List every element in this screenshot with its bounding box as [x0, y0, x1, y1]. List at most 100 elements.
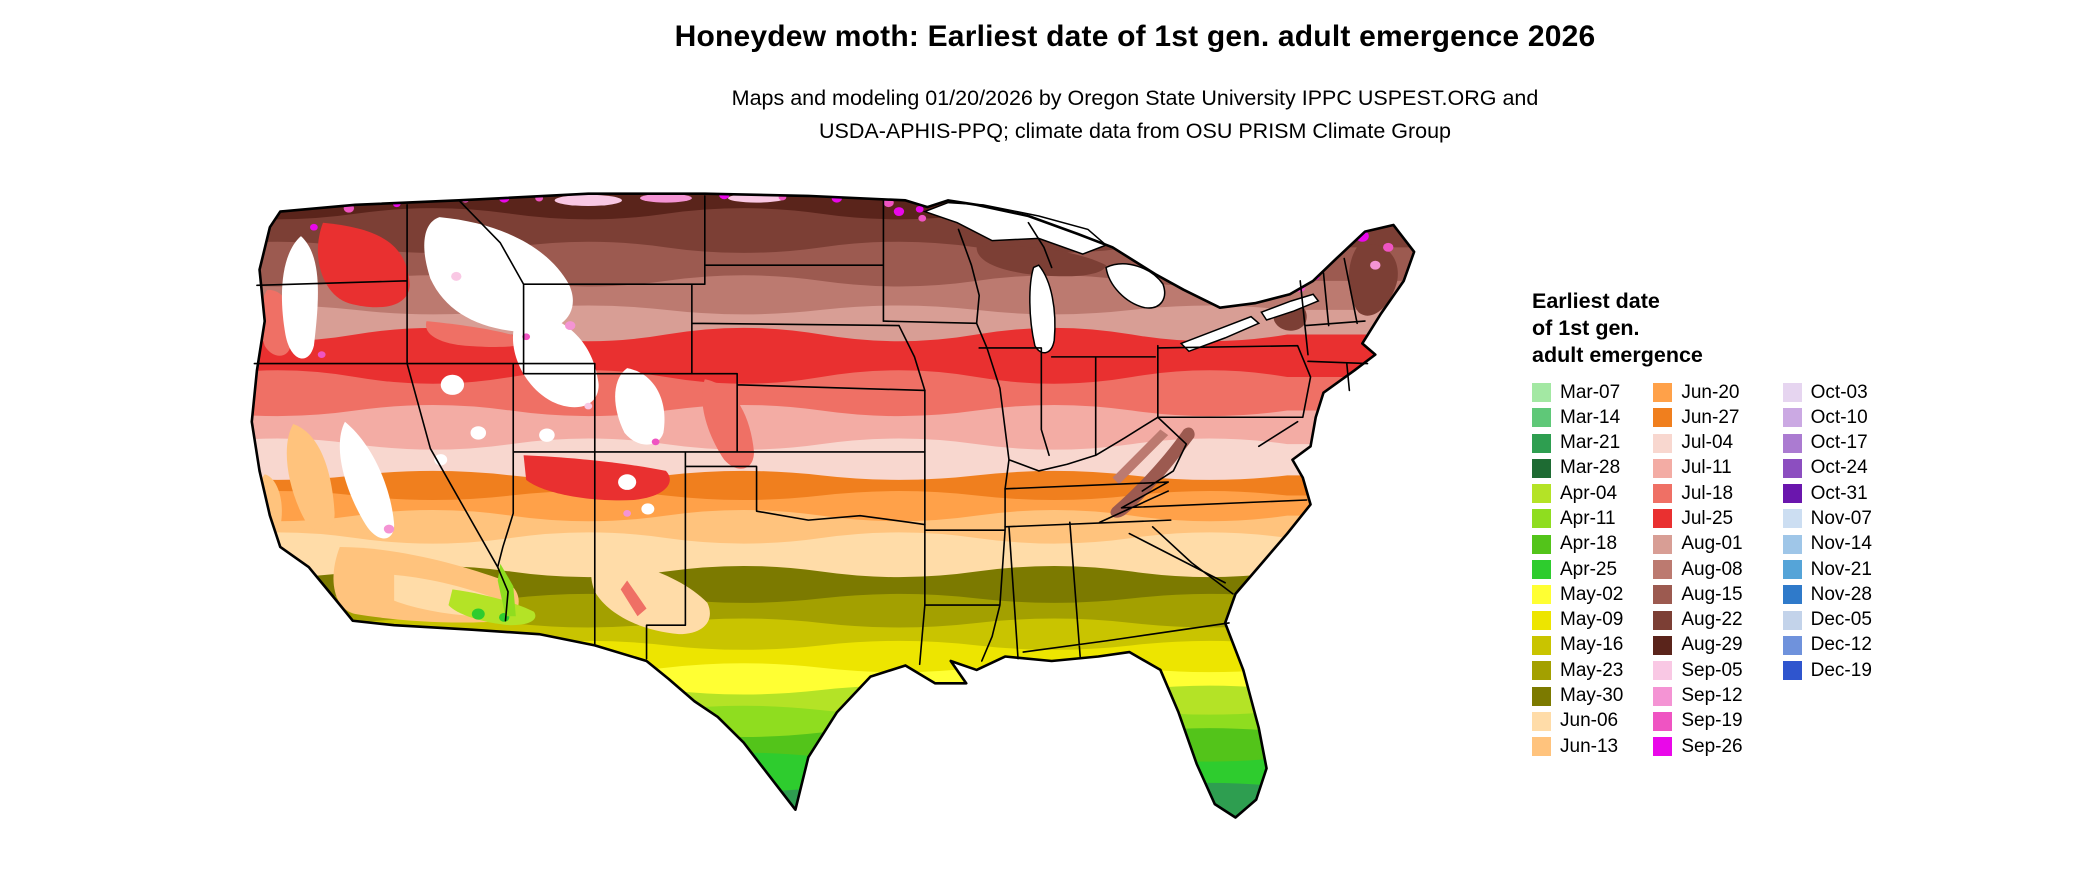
legend-entry: Sep-26: [1653, 736, 1743, 757]
appalachian-ridge-patch: [1110, 427, 1195, 518]
legend-entry: Nov-07: [1782, 508, 1872, 529]
us-outline: [252, 194, 1414, 818]
color-band: [251, 728, 1415, 818]
lake-huron: [1106, 264, 1165, 308]
legend-entry: May-23: [1532, 660, 1623, 681]
legend-entry-label: Dec-19: [1810, 659, 1872, 681]
davis-mtns-stripe: [620, 580, 647, 617]
legend-entry: Jun-20: [1653, 382, 1742, 403]
legend-swatch: [1532, 509, 1551, 529]
legend-entry-label: May-02: [1560, 583, 1624, 605]
legend-entry-label: Aug-15: [1681, 583, 1743, 605]
legend-entry-label: May-16: [1560, 634, 1624, 656]
legend-swatch: [1782, 408, 1802, 428]
legend-swatch: [1653, 484, 1673, 504]
legend-entry: Oct-03: [1782, 382, 1872, 403]
speckle: [623, 510, 632, 517]
legend-entry: Apr-11: [1532, 507, 1623, 529]
speckle: [918, 214, 927, 222]
sierra-white: [339, 421, 395, 539]
legend-swatch: [1532, 585, 1551, 605]
speckle: [383, 524, 395, 534]
legend-entry: May-09: [1532, 609, 1623, 630]
credits-line-2: USDA-APHIS-PPQ; climate data from OSU PR…: [818, 119, 1452, 143]
ut-white-spot: [539, 428, 555, 442]
legend-entry-label: Jun-27: [1681, 406, 1740, 428]
columbia-plateau-patch: [317, 222, 410, 308]
legend-title: Earliest date of 1st gen. adult emergenc…: [1532, 288, 2072, 369]
lake-erie: [1181, 317, 1259, 352]
legend-entry-label: Apr-04: [1560, 482, 1618, 504]
high-plains-red-patch: [702, 379, 754, 469]
legend-entry-label: Jun-13: [1560, 735, 1619, 757]
legend-entry: Sep-19: [1653, 710, 1743, 732]
legend-swatch: [1532, 433, 1551, 453]
az-green-spot: [471, 608, 485, 620]
legend-entry: Oct-17: [1782, 432, 1872, 454]
legend-entry: Aug-15: [1653, 583, 1743, 605]
legend-swatch: [1782, 383, 1802, 402]
cascades-white: [281, 236, 318, 359]
legend-swatch: [1532, 560, 1551, 580]
legend-swatch: [1782, 484, 1802, 504]
page-title: Honeydew moth: Earliest date of 1st gen.…: [674, 20, 1596, 53]
legend-entry: Jun-06: [1532, 710, 1623, 731]
legend-entry: Apr-04: [1532, 482, 1623, 504]
legend-entry: Dec-12: [1782, 634, 1872, 656]
legend-title-line: adult emergence: [1532, 343, 1703, 367]
color-band: [251, 752, 1415, 818]
legend-swatch: [1653, 711, 1673, 731]
snake-plain-patch: [425, 321, 527, 347]
credits-line-1: Maps and modeling 01/20/2026 by Oregon S…: [731, 86, 1539, 110]
nv-white-spot: [470, 426, 487, 440]
raster-layers: [251, 193, 1415, 818]
legend-entry-label: Jul-18: [1681, 482, 1734, 504]
west-texas-patch: [591, 558, 710, 635]
legend-title-line: Earliest date: [1532, 289, 1660, 313]
legend-swatch: [1653, 560, 1673, 580]
upper-peninsula-patch: [976, 246, 1107, 277]
speckle: [651, 438, 660, 446]
legend-entry-label: Nov-14: [1810, 533, 1872, 555]
legend-entry-label: Dec-05: [1810, 609, 1872, 631]
legend-entry-label: Oct-24: [1810, 457, 1868, 479]
legend-swatch: [1532, 686, 1551, 706]
color-band: [251, 809, 1415, 818]
legend-entry-label: May-30: [1560, 685, 1624, 707]
legend-swatch: [1532, 661, 1551, 681]
legend-entry-label: Nov-21: [1810, 558, 1872, 580]
legend-swatch: [1653, 737, 1673, 757]
legend-entry: Jul-04: [1653, 432, 1742, 454]
legend-column-1: Mar-07 Mar-14 Mar-21 Mar-28 Apr-04 Apr-11 Apr-…: [1532, 382, 1624, 762]
northern-rockies-white: [424, 217, 573, 333]
legend-entry-label: Aug-22: [1681, 609, 1743, 631]
legend-entry-label: Jul-25: [1681, 507, 1734, 529]
legend-swatch: [1532, 383, 1551, 402]
speckle: [915, 205, 924, 213]
legend-entry-label: Aug-29: [1681, 634, 1743, 656]
legend-swatch: [1653, 534, 1673, 554]
state-borders-west: [254, 196, 924, 659]
legend-swatch: [1782, 458, 1802, 478]
legend-columns: Mar-07 Mar-14 Mar-21 Mar-28 Apr-04 Apr-11 Apr-…: [1532, 382, 2072, 762]
legend-entry-label: Apr-18: [1560, 533, 1618, 555]
legend-entry-label: Oct-17: [1810, 432, 1868, 454]
legend-swatch: [1782, 635, 1802, 655]
legend-entry-label: Apr-11: [1560, 507, 1616, 529]
legend-swatch: [1782, 534, 1802, 554]
legend-entry: Aug-08: [1653, 559, 1743, 580]
legend-swatch: [1532, 458, 1551, 478]
legend-entry-label: Sep-12: [1681, 685, 1743, 707]
legend-entry-label: Jul-04: [1681, 432, 1734, 454]
legend-entry-label: Sep-19: [1681, 710, 1743, 732]
legend-swatch: [1653, 408, 1673, 428]
legend-swatch: [1532, 711, 1551, 731]
us-emergence-map: [200, 178, 1462, 860]
legend-swatch: [1653, 509, 1673, 529]
map-credits: Maps and modeling 01/20/2026 by Oregon S…: [170, 82, 2100, 148]
nv-white-spot: [440, 374, 465, 395]
legend-swatch: [1532, 610, 1551, 630]
legend-swatch: [1782, 610, 1802, 630]
legend-entry-label: Mar-14: [1560, 406, 1621, 428]
legend-entry-label: Dec-12: [1810, 634, 1872, 656]
